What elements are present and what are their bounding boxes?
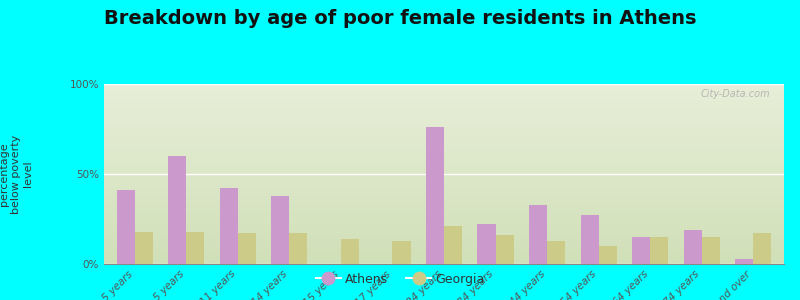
Bar: [168, 156, 186, 264]
Bar: [271, 196, 290, 264]
Bar: [341, 239, 359, 264]
Bar: [547, 241, 565, 264]
Bar: [529, 205, 547, 264]
Bar: [735, 259, 753, 264]
Bar: [290, 233, 307, 264]
Bar: [135, 232, 153, 264]
Bar: [495, 235, 514, 264]
Bar: [444, 226, 462, 264]
Text: City-Data.com: City-Data.com: [701, 89, 770, 99]
Bar: [478, 224, 495, 264]
Text: Breakdown by age of poor female residents in Athens: Breakdown by age of poor female resident…: [104, 9, 696, 28]
Bar: [117, 190, 135, 264]
Bar: [186, 232, 205, 264]
Bar: [393, 241, 410, 264]
Legend: Athens, Georgia: Athens, Georgia: [310, 268, 490, 291]
Text: percentage
below poverty
level: percentage below poverty level: [0, 134, 33, 214]
Bar: [632, 237, 650, 264]
Bar: [238, 233, 256, 264]
Bar: [581, 215, 598, 264]
Bar: [220, 188, 238, 264]
Bar: [702, 237, 720, 264]
Bar: [683, 230, 702, 264]
Bar: [650, 237, 668, 264]
Bar: [426, 127, 444, 264]
Bar: [753, 233, 771, 264]
Bar: [598, 246, 617, 264]
